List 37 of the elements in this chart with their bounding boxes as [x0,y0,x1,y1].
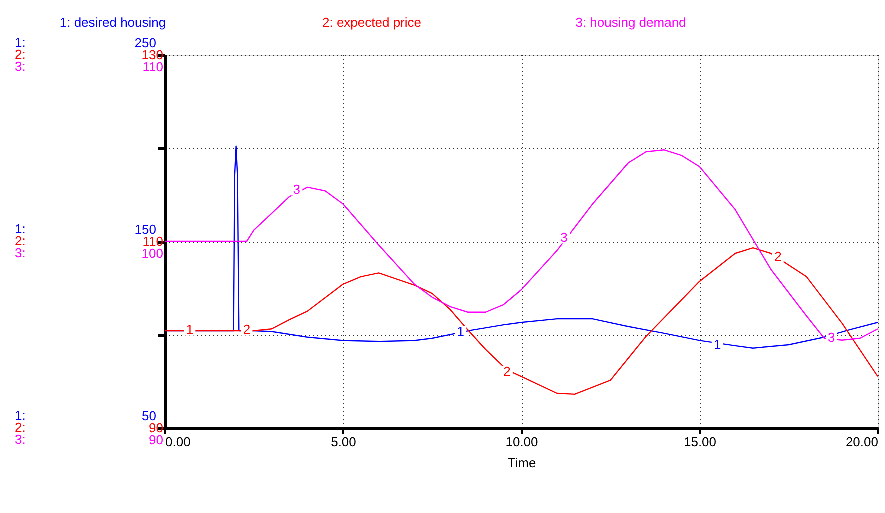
annotation: 3 [560,230,568,245]
y-tick-label: 250 [134,36,156,50]
y-tick-label: 150 [134,222,156,237]
text: 1: [15,408,26,423]
annotation: 1 [714,337,722,352]
text: 2: expected price [322,15,422,30]
annotation: 3 [828,330,836,345]
text: 1: [15,35,26,50]
y3-tick-label: 110 [142,60,164,74]
x-axis-title: Time [508,456,536,470]
annotation: 2 [504,364,511,380]
text: 2: [15,47,26,62]
text: 2: [15,234,26,248]
x-tick-label: 10.00 [506,434,538,450]
y2-tick-label: 110 [142,234,164,249]
annotation: 2 [774,248,782,264]
line-series [164,247,879,396]
text: 1: [15,222,26,236]
text: 1: desired housing [60,15,166,30]
text: 3: [15,432,26,447]
y-tick-label: 50 [142,408,156,424]
annotation: 1 [457,324,465,339]
annotation: 1 [186,322,194,338]
text: 2: [15,420,26,435]
annotation: 2 [243,322,251,338]
x-tick-label: 0.00 [166,434,191,450]
x-tick-label: 20.00 [846,434,878,450]
y3-tick-label: 100 [142,246,164,261]
x-tick-label: 15.00 [684,434,717,450]
y3-tick-label: 90 [149,432,164,448]
x-tick-label: 5.00 [331,434,356,450]
text: 3: housing demand [576,15,686,30]
text: 3: [15,246,26,260]
y2-tick-label: 90 [149,420,164,436]
annotation: 3 [293,182,301,198]
y2-tick-label: 130 [142,48,164,62]
text: 3: [15,59,26,74]
